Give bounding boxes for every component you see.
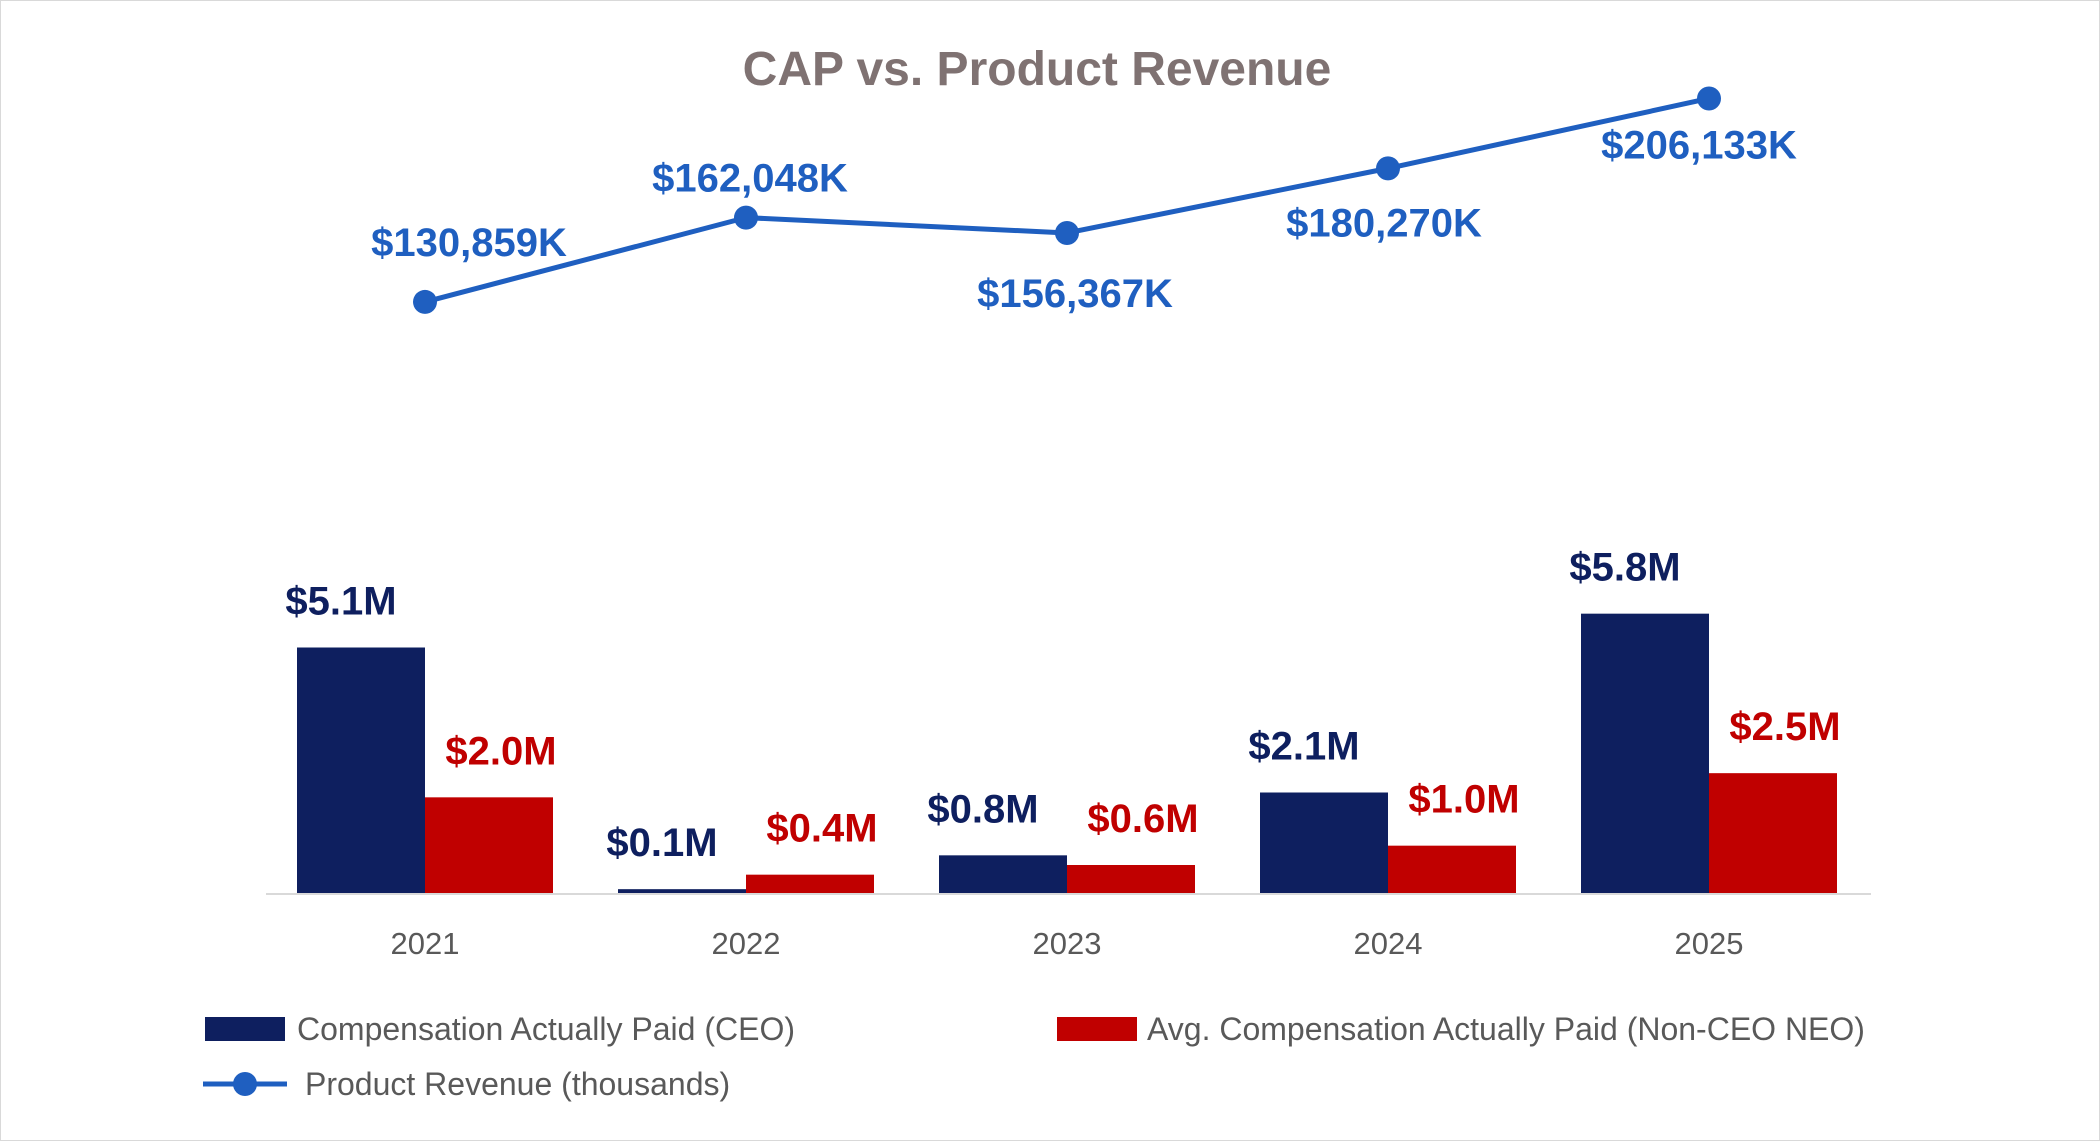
bars-layer	[297, 613, 1837, 894]
data-label-neo-cap-2025: $2.5M	[1729, 705, 1840, 749]
data-label-neo-cap-2023: $0.6M	[1087, 797, 1198, 841]
data-label-revenue-2021: $130,859K	[371, 221, 567, 265]
legend-item-neo-cap: Avg. Compensation Actually Paid (Non-CEO…	[1057, 1011, 1865, 1047]
bar-neo-cap-2025	[1709, 773, 1837, 894]
revenue-point-2021	[413, 289, 437, 314]
revenue-point-2023	[1055, 220, 1079, 245]
data-label-revenue-2022: $162,048K	[652, 157, 848, 201]
bar-neo-cap-2021	[425, 797, 553, 894]
legend-item-ceo-cap: Compensation Actually Paid (CEO)	[205, 1011, 795, 1047]
data-label-neo-cap-2022: $0.4M	[766, 807, 877, 851]
bar-ceo-cap-2022	[618, 889, 746, 894]
bar-ceo-cap-2021	[297, 647, 425, 894]
chart-title: CAP vs. Product Revenue	[743, 43, 1332, 96]
bar-neo-cap-2023	[1067, 865, 1195, 894]
legend-label-neo-cap: Avg. Compensation Actually Paid (Non-CEO…	[1147, 1011, 1865, 1047]
x-tick-2023: 2023	[1033, 926, 1102, 961]
data-label-ceo-cap-2021: $5.1M	[285, 580, 396, 624]
x-axis-ticks: 2021 2022 2023 2024 2025	[391, 926, 1744, 961]
revenue-point-2024	[1376, 156, 1400, 181]
x-tick-2022: 2022	[712, 926, 781, 961]
data-label-revenue-2024: $180,270K	[1286, 201, 1482, 245]
bar-ceo-cap-2023	[939, 855, 1067, 894]
data-label-neo-cap-2024: $1.0M	[1408, 778, 1519, 822]
data-label-ceo-cap-2023: $0.8M	[927, 787, 1038, 831]
bar-neo-cap-2022	[746, 874, 874, 894]
data-label-ceo-cap-2024: $2.1M	[1248, 725, 1359, 769]
legend-swatch-neo-cap	[1057, 1017, 1137, 1041]
data-label-revenue-2023: $156,367K	[977, 272, 1173, 316]
legend-marker-product-revenue	[233, 1072, 257, 1096]
revenue-point-2025	[1697, 86, 1721, 111]
revenue-point-2022	[734, 205, 758, 230]
revenue-line-layer	[413, 86, 1721, 314]
x-tick-2024: 2024	[1354, 926, 1423, 961]
x-tick-2025: 2025	[1675, 926, 1744, 961]
data-label-ceo-cap-2022: $0.1M	[606, 821, 717, 865]
x-tick-2021: 2021	[391, 926, 460, 961]
data-label-neo-cap-2021: $2.0M	[445, 729, 556, 773]
bar-ceo-cap-2025	[1581, 613, 1709, 894]
data-label-revenue-2025: $206,133K	[1601, 123, 1797, 167]
legend-item-product-revenue: Product Revenue (thousands)	[203, 1066, 730, 1102]
bar-ceo-cap-2024	[1260, 792, 1388, 894]
legend-swatch-ceo-cap	[205, 1017, 285, 1041]
legend: Compensation Actually Paid (CEO) Avg. Co…	[203, 1011, 1865, 1102]
legend-label-ceo-cap: Compensation Actually Paid (CEO)	[297, 1011, 795, 1047]
data-labels-layer: $5.1M $0.1M $0.8M $2.1M $5.8M $2.0M $0.4M $0.6M…	[285, 123, 1840, 865]
data-label-ceo-cap-2025: $5.8M	[1569, 546, 1680, 590]
legend-label-product-revenue: Product Revenue (thousands)	[305, 1066, 730, 1102]
bar-neo-cap-2024	[1388, 845, 1516, 894]
